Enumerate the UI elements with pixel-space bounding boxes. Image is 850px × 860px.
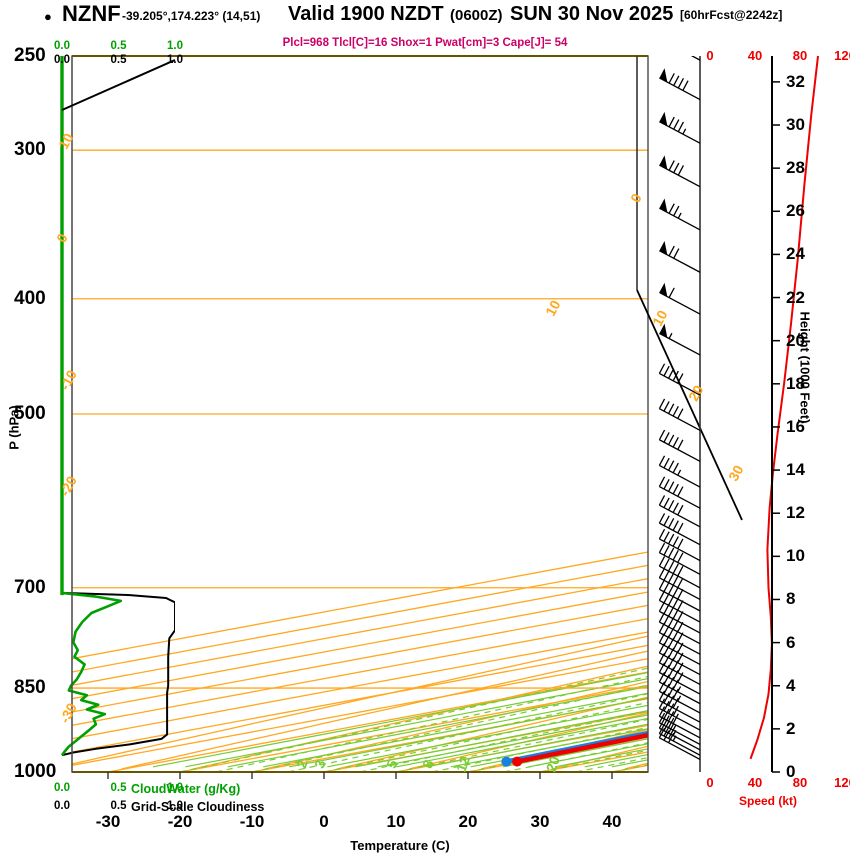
cloudiness-tick-top: 1.0 — [167, 54, 183, 66]
pressure-tick-label: 700 — [14, 576, 46, 598]
cloudwater-tick-bottom: 0.0 — [54, 782, 70, 794]
pressure-tick-label: 500 — [14, 403, 46, 424]
header: ● NZNF -39.205°,174.223° (14,51) Valid 1… — [0, 0, 850, 34]
forecast-tag: [60hrFcst@2242z] — [680, 8, 783, 22]
height-tick-label: 24 — [786, 244, 805, 264]
speed-tick-label: 40 — [747, 775, 763, 790]
valid-time-utc: (0600Z) — [450, 7, 503, 24]
cloudiness-tick-bottom: 0.0 — [54, 800, 70, 812]
height-tick-label: 0 — [786, 762, 796, 781]
height-tick-label: 4 — [786, 675, 796, 695]
cloudwater-tick-bottom: 1.0 — [167, 782, 183, 794]
speed-tick-label: 40 — [747, 48, 763, 63]
speed-tick-label: 0 — [706, 48, 714, 63]
temperature-tick-label: -30 — [95, 812, 121, 831]
height-tick-label: 30 — [786, 115, 805, 134]
height-tick-label: 12 — [786, 503, 805, 523]
sounding-stats: Plcl=968 Tlcl[C]=16 Shox=1 Pwat[cm]=3 Ca… — [282, 37, 568, 49]
height-tick-label: 10 — [786, 546, 805, 566]
pressure-tick-label: 850 — [14, 677, 46, 699]
speed-tick-label: 120 — [834, 48, 850, 63]
height-tick-label: 2 — [786, 718, 796, 738]
height-tick-label: 18 — [786, 373, 805, 393]
height-tick-label: 28 — [786, 158, 805, 178]
temperature-tick-label: -10 — [239, 812, 265, 831]
cloudwater-legend-label: CloudWater (g/Kg) — [131, 782, 241, 796]
temperature-tick-label: 10 — [386, 812, 406, 831]
pressure-tick-label: 1000 — [14, 761, 57, 782]
height-tick-label: 16 — [786, 416, 805, 436]
height-tick-label: 26 — [786, 201, 805, 221]
station-id: NZNF — [62, 1, 121, 26]
height-tick-label: 20 — [786, 330, 805, 350]
cloudwater-tick-bottom: 0.5 — [110, 782, 127, 794]
cloudiness-tick-bottom: 1.0 — [167, 800, 183, 812]
cloudiness-tick-top: 0.5 — [110, 54, 127, 66]
speed-axis-title: Speed (kt) — [738, 794, 797, 808]
height-tick-label: 8 — [786, 589, 796, 609]
speed-tick-label: 80 — [792, 48, 808, 63]
height-tick-label: 32 — [786, 71, 805, 91]
speed-tick-label: 80 — [792, 775, 808, 790]
cloudwater-tick-top: 0.0 — [54, 40, 70, 52]
cloudiness-tick-bottom: 0.5 — [110, 800, 127, 812]
temperature-tick-label: 40 — [602, 812, 622, 831]
cloudiness-legend-label: Grid-Scale Cloudiness — [131, 800, 265, 814]
speed-tick-label: 120 — [834, 775, 850, 790]
height-tick-label: 22 — [786, 287, 805, 307]
speed-tick-label: 0 — [706, 775, 714, 790]
temperature-tick-label: 20 — [458, 812, 478, 831]
valid-date: SUN 30 Nov 2025 — [510, 3, 674, 25]
station-marker-icon: ● — [44, 9, 52, 24]
cloudwater-tick-top: 0.5 — [110, 40, 127, 52]
temperature-tick-label: 0 — [319, 812, 329, 831]
temperature-axis-title: Temperature (C) — [350, 838, 450, 853]
height-tick-label: 6 — [786, 632, 796, 652]
cloudiness-tick-top: 0.0 — [54, 54, 70, 66]
height-tick-label: 14 — [786, 460, 805, 480]
valid-time: Valid 1900 NZDT — [288, 3, 444, 25]
temperature-tick-label: -20 — [167, 812, 193, 831]
station-coords: -39.205°,174.223° (14,51) — [122, 9, 261, 23]
pressure-tick-label: 250 — [14, 45, 46, 66]
pressure-tick-label: 300 — [14, 139, 46, 161]
cloudwater-tick-top: 1.0 — [167, 40, 183, 52]
pressure-tick-label: 400 — [14, 287, 46, 309]
temperature-tick-label: 30 — [530, 812, 550, 831]
